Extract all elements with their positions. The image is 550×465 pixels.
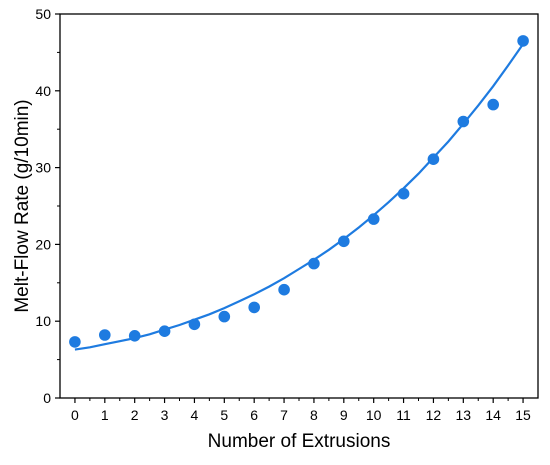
x-tick-label: 3 [161,407,169,423]
data-point [218,310,231,323]
y-tick-label: 30 [35,160,51,176]
data-point [517,35,529,47]
y-tick-label: 50 [35,6,51,22]
y-tick-label: 10 [35,313,51,329]
data-point [278,283,290,296]
x-tick-label: 14 [485,407,501,423]
x-tick-label: 9 [340,407,348,423]
fit-line-layer [74,43,525,351]
data-point [487,98,500,111]
y-tick-label: 40 [35,83,51,99]
x-tick-label: 1 [101,407,109,423]
data-point [427,153,440,165]
y-tick-label: 0 [43,390,51,406]
x-tick-label: 8 [310,407,318,423]
x-tick-label: 11 [396,407,411,423]
data-point [397,187,410,200]
x-tick-label: 12 [426,407,442,423]
ticks-layer [55,13,524,403]
data-point [128,330,141,342]
fit-curve [74,43,525,351]
y-axis-title: Melt-Flow Rate (g/10min) [12,99,33,312]
data-point [367,213,380,225]
data-point [158,325,171,338]
data-point [99,329,111,341]
data-point [69,336,81,348]
x-tick-label: 7 [280,407,288,423]
data-point [308,257,320,270]
y-tick-label: 20 [35,236,51,252]
x-tick-label: 15 [515,407,531,423]
x-tick-label: 10 [366,407,382,423]
x-tick-label: 13 [456,407,472,423]
x-axis-title: Number of Extrusions [208,431,391,452]
data-point [338,235,350,248]
points-layer [69,35,529,348]
data-point [188,318,201,331]
x-tick-label: 5 [220,407,228,423]
x-tick-label: 6 [250,407,258,423]
data-point [248,301,260,314]
x-tick-label: 0 [71,407,79,423]
data-point [457,115,470,128]
x-tick-label: 4 [191,407,199,423]
x-tick-label: 2 [131,407,139,423]
